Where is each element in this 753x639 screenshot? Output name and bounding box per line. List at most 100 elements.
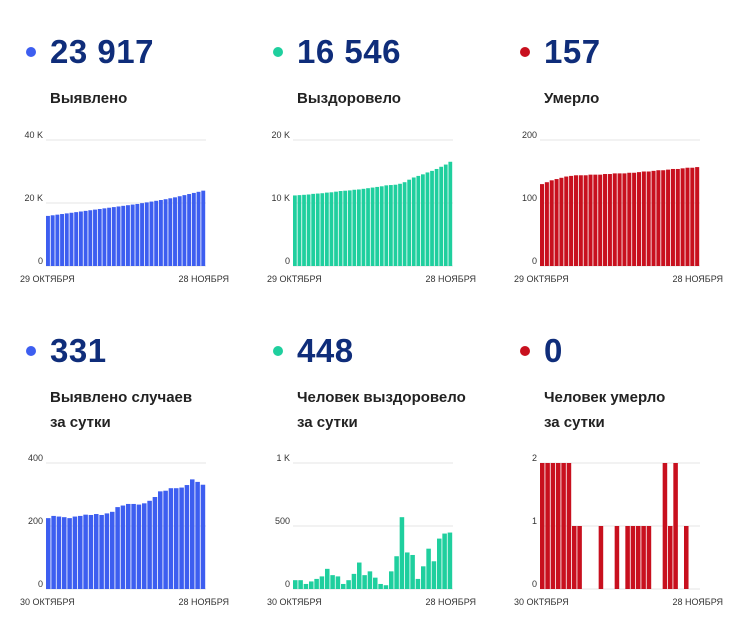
detected-total-value: 23 917 [50, 33, 154, 70]
bar [540, 463, 545, 589]
bar [163, 199, 168, 266]
detected-daily-value: 331 [50, 332, 107, 369]
bar [293, 580, 298, 589]
bar [315, 193, 320, 266]
bar [78, 515, 83, 589]
bar [680, 168, 685, 266]
bar [603, 174, 608, 266]
died-dot-icon [520, 47, 530, 57]
bar [366, 188, 370, 266]
bar [297, 195, 302, 266]
bar [55, 214, 60, 266]
bar [46, 215, 50, 266]
detected-dot-icon [26, 47, 36, 57]
bar [140, 203, 145, 266]
bar [431, 561, 437, 589]
bar [190, 479, 195, 589]
x-end-label: 28 НОЯБРЯ [178, 274, 229, 284]
bar [373, 577, 378, 589]
y-tick-label: 0 [38, 579, 43, 589]
bar [379, 186, 384, 266]
y-tick-label: 1 K [276, 453, 290, 463]
x-start-label: 29 ОКТЯБРЯ [514, 274, 569, 284]
bar [564, 176, 569, 266]
bar [632, 172, 637, 266]
bar [625, 526, 630, 589]
bar [549, 180, 554, 266]
bar [394, 556, 399, 589]
bar [320, 193, 325, 266]
bar [330, 575, 335, 589]
bar [147, 500, 152, 589]
bar [346, 580, 351, 589]
y-tick-label: 200 [522, 130, 537, 140]
bar [614, 526, 620, 589]
bar [338, 191, 343, 266]
bar [191, 192, 196, 266]
bar [641, 526, 646, 589]
bar [661, 170, 666, 266]
bar [88, 514, 94, 589]
died-total-value: 157 [544, 33, 601, 70]
detected-daily-chart: 0 200 400 30 ОКТЯБРЯ 28 НОЯБРЯ [20, 453, 229, 607]
recovered-total-label: Выздоровело [297, 90, 401, 107]
bar [367, 571, 373, 589]
died-daily-dot-icon [520, 346, 530, 356]
bar [675, 168, 680, 266]
bar [78, 211, 83, 266]
bar [144, 202, 149, 266]
bar [651, 170, 656, 266]
bar [559, 177, 564, 266]
bar [583, 175, 588, 266]
bar [83, 514, 88, 589]
bar [666, 169, 671, 266]
y-tick-label: 200 [28, 516, 43, 526]
bar [389, 185, 393, 266]
stat-panel-detected: 23 917 Выявлено 0 20 K 40 K 29 ОКТЯБРЯ 28 НО… [20, 30, 266, 340]
bar [383, 585, 389, 589]
bar [152, 497, 158, 589]
x-end-label: 28 НОЯБРЯ [672, 274, 723, 284]
x-start-label: 29 ОКТЯБРЯ [267, 274, 322, 284]
bar [556, 463, 561, 589]
bar [107, 207, 112, 266]
bar [163, 490, 168, 589]
bar [302, 194, 306, 266]
bar [646, 171, 651, 266]
bar [187, 194, 192, 266]
recovered-dot-icon [273, 47, 283, 57]
y-tick-label: 0 [38, 256, 43, 266]
bar [154, 200, 159, 266]
bar [690, 167, 695, 266]
bar [352, 189, 357, 266]
y-tick-label: 500 [275, 516, 290, 526]
bar [443, 164, 448, 266]
bar [627, 172, 632, 266]
y-tick-label: 0 [285, 579, 290, 589]
x-end-label: 28 НОЯБРЯ [425, 274, 476, 284]
bar [673, 463, 678, 589]
x-start-label: 30 ОКТЯБРЯ [514, 597, 569, 607]
bar [329, 192, 334, 266]
bar [569, 175, 574, 266]
bar [136, 504, 142, 589]
bar [67, 518, 72, 589]
bar [361, 188, 366, 266]
bar [120, 505, 126, 589]
y-tick-label: 20 K [271, 130, 290, 140]
bar [402, 182, 407, 266]
bar [325, 568, 330, 589]
bar [168, 488, 174, 589]
bar [636, 172, 642, 266]
recovered-daily-value: 448 [297, 332, 354, 369]
bar [442, 533, 447, 589]
bar [572, 526, 577, 589]
died-daily-value: 0 [544, 332, 563, 369]
detected-daily-dot-icon [26, 346, 36, 356]
bar [389, 571, 394, 589]
bar [158, 200, 163, 266]
bar [200, 484, 206, 589]
bar [425, 172, 430, 266]
bar [439, 166, 444, 266]
bar [130, 204, 135, 266]
